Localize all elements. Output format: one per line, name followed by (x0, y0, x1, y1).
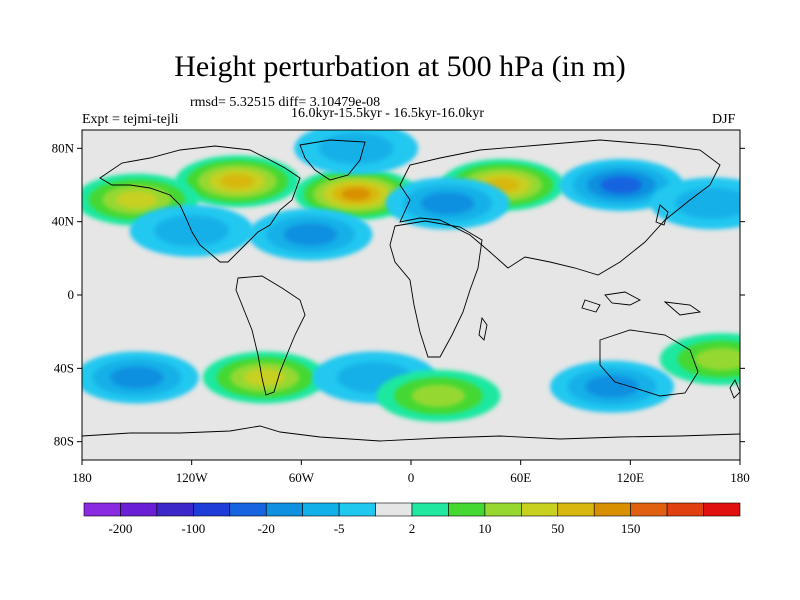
colorbar-label: -200 (109, 521, 133, 536)
lat-tick-label: 40S (54, 360, 74, 375)
lon-tick-label: 180 (730, 470, 750, 485)
field-contour-siberia-negative (600, 176, 642, 194)
field-contour-southeast-pacific-positive (244, 368, 286, 387)
plot-title: Height perturbation at 500 hPa (in m) (174, 50, 626, 83)
colorbar-label: 2 (409, 521, 416, 536)
lat-tick-label: 40N (52, 214, 75, 229)
colorbar-label: 10 (478, 521, 491, 536)
field-contour-southwest-pacific-positive (695, 348, 740, 371)
field-contour-arctic-north-america-positive (220, 174, 255, 189)
colorbar-swatch (120, 502, 158, 517)
colorbar-label: -20 (258, 521, 275, 536)
lon-tick-label: 120W (176, 470, 209, 485)
colorbar-swatch (83, 502, 121, 517)
lon-tick-label: 0 (408, 470, 415, 485)
colorbar-swatch (411, 502, 449, 517)
lat-tick-label: 80S (54, 434, 74, 449)
colorbar-swatch (375, 502, 413, 517)
colorbar-swatch (521, 502, 559, 517)
experiment-label: Expt = tejmi-tejli (82, 112, 179, 127)
field-contour-south-atlantic-positive (411, 384, 465, 407)
lat-tick-label: 80N (52, 140, 75, 155)
field-contour-southern-indian-negative (585, 375, 639, 398)
lon-tick-label: 180 (72, 470, 92, 485)
colorbar-label: 150 (621, 521, 641, 536)
colorbar-swatch (193, 502, 231, 517)
lon-tick-label: 120E (617, 470, 645, 485)
season-label: DJF (712, 112, 736, 127)
field-contour-north-pacific-west-negative (675, 187, 740, 219)
map-axis-ticks: 80N 40N 0 40S 80S 180 120W 60W 0 60E 120E 180 (52, 140, 750, 485)
colorbar-swatch (666, 502, 704, 517)
colorbar-swatch (703, 502, 741, 517)
colorbar-swatch (448, 502, 486, 517)
colorbar-swatch (229, 502, 267, 517)
field-contour-arctic-canada-negative (318, 132, 394, 164)
field-contour-europe-negative (420, 192, 475, 215)
colorbar-swatch (557, 502, 595, 517)
colorbar-swatch (630, 502, 668, 517)
colorbar-swatch (593, 502, 631, 517)
field-contour-west-atlantic-negative (283, 223, 338, 246)
field-contour-south-pacific-negative (110, 366, 164, 389)
coastlines (82, 139, 740, 442)
map-area (81, 129, 741, 461)
perturbation-field (82, 130, 740, 422)
colorbar-label: -100 (181, 521, 205, 536)
colorbar-swatch (302, 502, 340, 517)
lat-tick-label: 0 (68, 287, 75, 302)
statistics-line: rmsd= 5.32515 diff= 3.10479e-08 (190, 95, 381, 110)
colorbar-label: -5 (334, 521, 345, 536)
lon-tick-label: 60W (289, 470, 315, 485)
colorbar: -200 -100 -20 -5 2 10 50 150 (83, 502, 741, 536)
colorbar-swatch (265, 502, 303, 517)
period-line: 16.0kyr-15.5kyr - 16.5kyr-16.0kyr (291, 106, 485, 121)
colorbar-label: 50 (551, 521, 564, 536)
lon-tick-label: 60E (510, 470, 531, 485)
colorbar-swatch (484, 502, 522, 517)
field-contour-north-pacific-positive (116, 191, 158, 209)
colorbar-swatch (338, 502, 376, 517)
colorbar-swatch (156, 502, 194, 517)
field-contour-north-atlantic-positive (341, 188, 371, 201)
